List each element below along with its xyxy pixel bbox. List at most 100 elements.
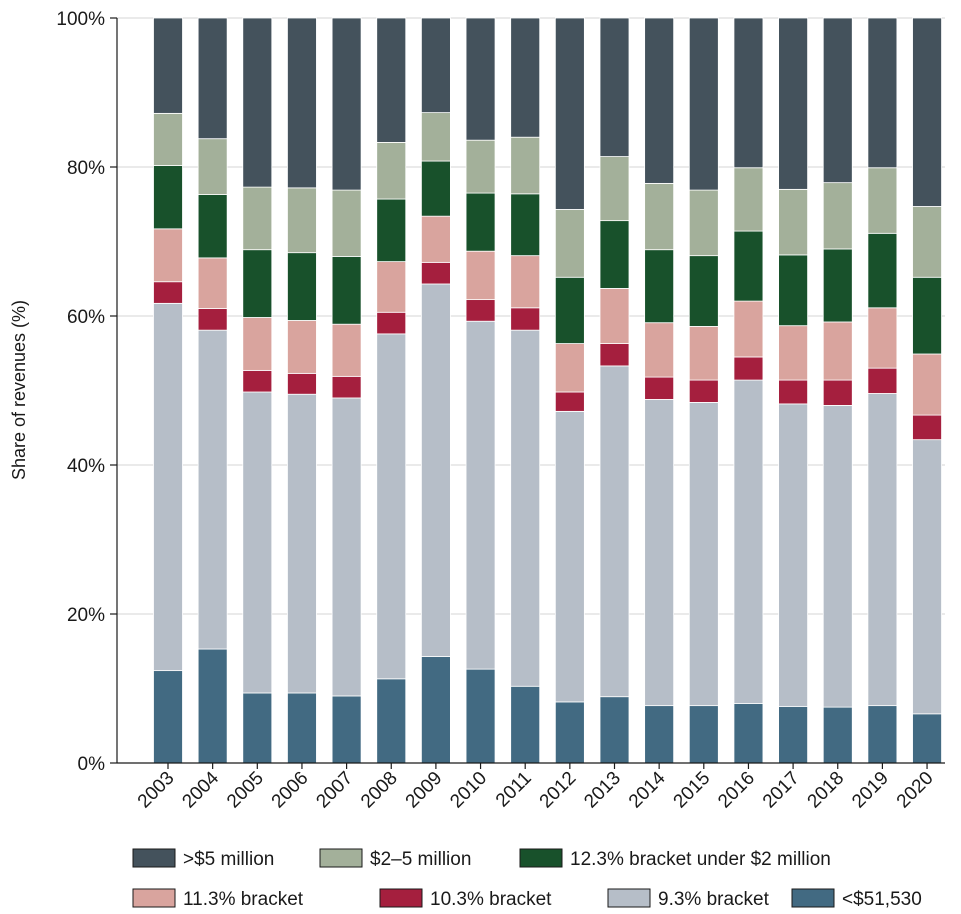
legend-swatch	[132, 848, 176, 868]
bar-segment	[376, 678, 407, 764]
bar-segment	[376, 142, 407, 200]
x-tick-label: 2017	[759, 768, 804, 813]
bar-segment	[287, 17, 317, 189]
bar-segment	[287, 393, 317, 694]
bar-segment	[242, 249, 273, 318]
bar-segment	[331, 189, 362, 257]
x-tick-label: 2013	[580, 768, 625, 813]
bar-segment	[599, 17, 630, 157]
y-axis-title: Share of revenues (%)	[9, 300, 29, 480]
bar-segment	[197, 194, 228, 259]
legend-swatch	[379, 888, 423, 908]
x-tick-label: 2019	[848, 768, 893, 813]
bar-segment	[510, 307, 541, 331]
bar-segment	[242, 317, 273, 371]
bar-segment	[153, 17, 183, 114]
legend: >$5 million $2–5 million 12.3% bracket und…	[132, 848, 922, 910]
bar-segment	[822, 379, 853, 406]
bar-segment	[733, 167, 764, 232]
bar-segment	[867, 393, 898, 707]
bar-segment	[465, 192, 496, 252]
bar-segment	[465, 668, 496, 764]
bar-segment	[465, 17, 496, 141]
bar-segment	[733, 356, 764, 381]
bar-segment	[644, 249, 675, 324]
bar-segment	[197, 648, 228, 764]
x-tick-label: 2020	[893, 768, 938, 813]
bar-stack-2010	[465, 17, 496, 764]
legend-label: 10.3% bracket	[430, 889, 552, 910]
bar-stack-2005	[242, 17, 273, 764]
bar-segment	[644, 376, 675, 400]
x-tick-label: 2005	[223, 768, 268, 813]
legend-swatch	[607, 888, 651, 908]
bar-segment	[197, 329, 228, 650]
legend-swatch	[519, 848, 563, 868]
bar-segment	[331, 397, 362, 697]
x-tick-label: 2012	[536, 768, 581, 813]
bar-stack-2006	[287, 17, 317, 764]
bar-stack-2019	[867, 17, 898, 764]
bar-segment	[153, 302, 183, 672]
bar-segment	[912, 439, 942, 715]
bar-segment	[554, 276, 585, 344]
bar-segment	[688, 17, 719, 191]
bar-segment	[287, 252, 317, 321]
bar-segment	[197, 17, 228, 140]
x-tick-label: 2006	[268, 768, 313, 813]
y-tick-label: 0%	[78, 754, 106, 775]
bar-segment	[153, 670, 183, 764]
bar-segment	[644, 322, 675, 378]
axes	[116, 18, 945, 764]
bar-segment	[867, 307, 898, 369]
bar-segment	[644, 705, 675, 764]
legend-label: 9.3% bracket	[658, 889, 770, 910]
bar-segment	[554, 391, 585, 412]
bar-stack-2012	[554, 17, 585, 764]
legend-swatch	[132, 888, 176, 908]
bar-segment	[644, 182, 675, 251]
x-tick-label: 2007	[312, 768, 357, 813]
legend-item: <$51,530	[791, 888, 922, 910]
x-tick-label: 2014	[625, 767, 670, 812]
bar-segment	[376, 261, 407, 313]
y-tick-label: 40%	[67, 456, 105, 477]
bar-segment	[822, 321, 853, 381]
bar-segment	[778, 403, 808, 707]
bar-segment	[376, 333, 407, 680]
bar-segment	[242, 692, 273, 764]
y-tick-label: 80%	[67, 158, 105, 179]
x-tick-label: 2009	[402, 768, 447, 813]
bar-segment	[510, 685, 541, 764]
bar-stack-2016	[733, 17, 764, 764]
bar-segment	[510, 255, 541, 309]
legend-item: 10.3% bracket	[379, 888, 552, 910]
bar-segment	[778, 254, 808, 327]
bar-stack-2003	[153, 17, 183, 764]
x-tick-label: 2010	[446, 768, 491, 813]
bar-segment	[465, 299, 496, 322]
x-tick-label: 2008	[357, 768, 402, 813]
bar-segment	[599, 343, 630, 367]
bar-stack-2004	[197, 17, 228, 764]
bar-segment	[420, 283, 451, 657]
bar-segment	[153, 112, 183, 166]
bar-segment	[867, 705, 898, 764]
bar-segment	[554, 701, 585, 764]
bar-segment	[242, 186, 273, 251]
legend-label: $2–5 million	[370, 849, 471, 870]
bar-segment	[153, 228, 183, 283]
bar-segment	[599, 365, 630, 698]
bar-segment	[287, 320, 317, 374]
bar-segment	[331, 375, 362, 399]
bar-segment	[554, 343, 585, 393]
x-tick-label: 2015	[670, 768, 715, 813]
bar-segment	[822, 182, 853, 250]
bar-segment	[287, 692, 317, 764]
bar-segment	[733, 703, 764, 764]
bar-segment	[331, 255, 362, 325]
bar-segment	[599, 288, 630, 344]
bar-stack-2018	[822, 17, 853, 764]
x-tick-label: 2018	[804, 768, 849, 813]
bar-stack-2014	[644, 17, 675, 764]
